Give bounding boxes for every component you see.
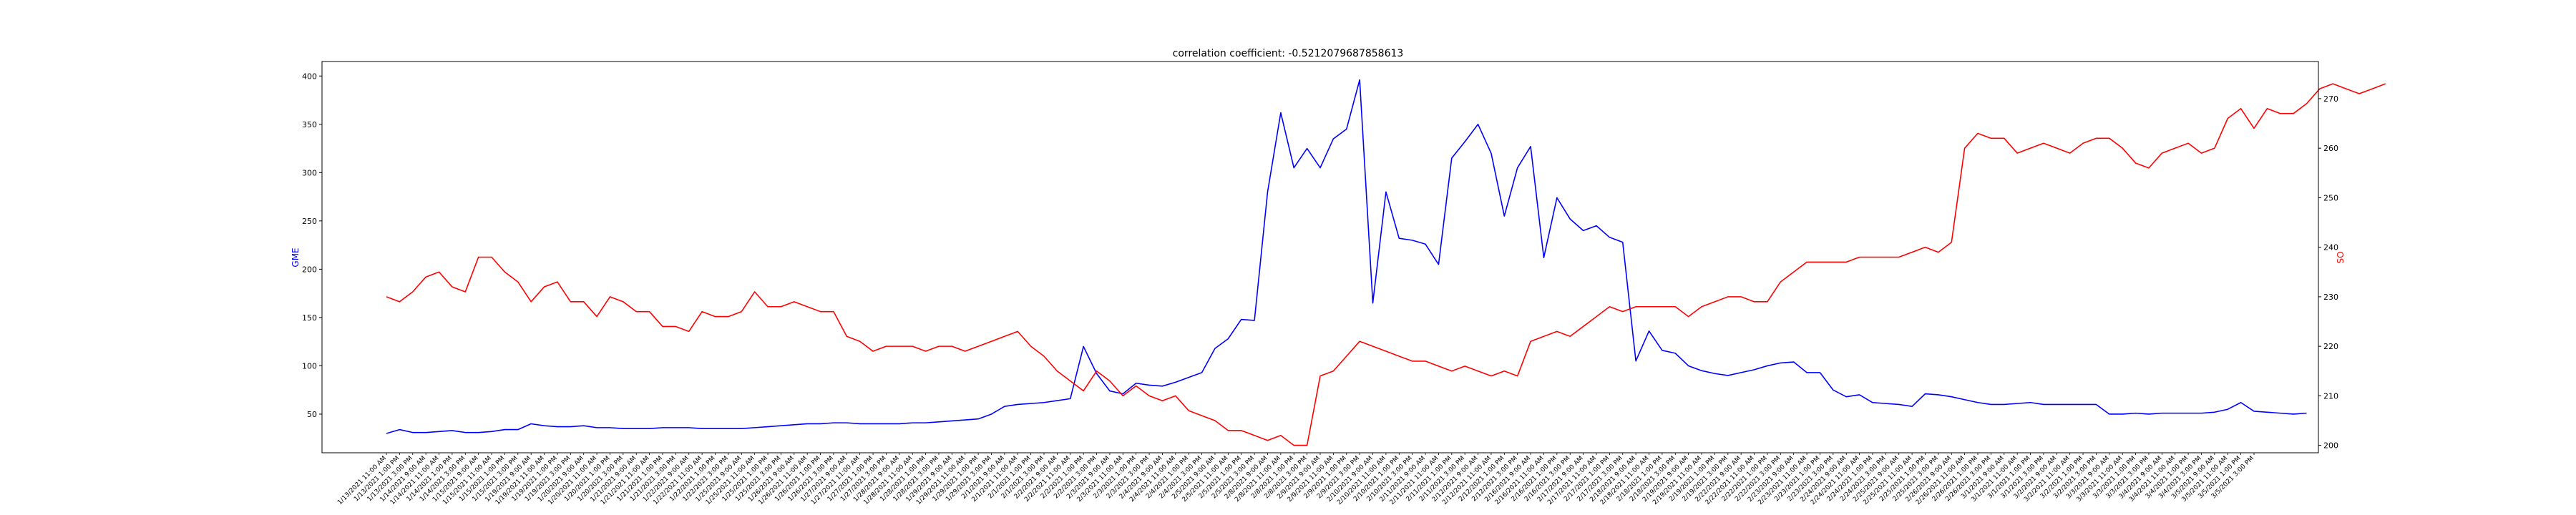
left-y-tick-label: 100: [302, 361, 317, 371]
right-y-tick-label: 220: [2323, 342, 2338, 351]
right-y-tick-label: 200: [2323, 441, 2338, 451]
left-y-tick-label: 200: [302, 265, 317, 274]
right-y-tick-label: 210: [2323, 391, 2338, 401]
left-y-axis: 50 100 150 200 250 300 350 400: [302, 72, 322, 419]
left-y-axis-label: GME: [291, 247, 301, 267]
series-line-so: [386, 83, 2386, 446]
left-y-tick-label: 400: [302, 72, 317, 81]
left-y-tick-label: 250: [302, 217, 317, 226]
chart-title: correlation coefficient: -0.521207968785…: [1173, 48, 1404, 59]
series-line-gme: [386, 79, 2307, 434]
left-y-tick-label: 150: [302, 313, 317, 323]
left-y-tick-label: 300: [302, 168, 317, 177]
right-y-axis: 200 210 220 230 240 250 260 270: [2318, 94, 2338, 451]
left-y-tick-label: 50: [307, 410, 317, 419]
left-y-tick-label: 350: [302, 120, 317, 129]
right-y-tick-label: 260: [2323, 144, 2338, 153]
right-y-tick-label: 230: [2323, 293, 2338, 302]
right-y-tick-label: 240: [2323, 243, 2338, 252]
right-y-axis-label: SO: [2336, 251, 2346, 263]
right-y-tick-label: 270: [2323, 94, 2338, 104]
plot-area: [386, 79, 2386, 446]
right-y-tick-label: 250: [2323, 193, 2338, 202]
